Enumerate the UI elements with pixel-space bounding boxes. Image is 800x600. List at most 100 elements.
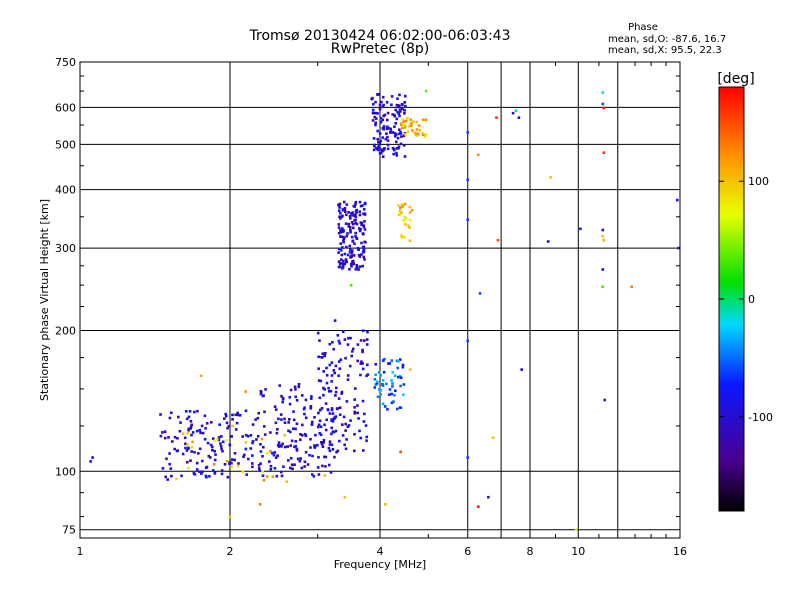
- data-point: [327, 446, 331, 450]
- data-point: [265, 475, 269, 478]
- data-point: [410, 128, 414, 132]
- data-point: [331, 430, 335, 433]
- data-point: [340, 253, 344, 257]
- data-point: [404, 119, 408, 123]
- data-point: [259, 443, 262, 446]
- data-point: [262, 478, 266, 482]
- data-point: [328, 412, 332, 415]
- y-tick-label: 750: [55, 56, 76, 69]
- data-point: [251, 454, 254, 457]
- data-point: [338, 367, 342, 370]
- data-point: [300, 434, 304, 437]
- data-point: [242, 455, 245, 458]
- data-point: [399, 130, 402, 134]
- data-point: [289, 430, 292, 434]
- data-point: [394, 108, 397, 112]
- data-point: [337, 260, 341, 263]
- data-point: [290, 463, 294, 467]
- data-point: [225, 439, 229, 442]
- data-point: [338, 202, 342, 206]
- data-point: [359, 228, 362, 231]
- data-point: [358, 200, 362, 204]
- data-point: [328, 443, 332, 446]
- data-point: [325, 418, 328, 422]
- data-point: [304, 450, 308, 454]
- data-point: [351, 211, 355, 214]
- data-point: [341, 330, 345, 333]
- data-point: [421, 118, 425, 122]
- data-point: [392, 400, 395, 403]
- data-point: [254, 418, 257, 421]
- data-point: [374, 123, 377, 127]
- data-point: [209, 456, 212, 459]
- colorbar-tick-label: 100: [748, 175, 769, 188]
- data-point: [244, 409, 248, 413]
- data-point: [289, 388, 293, 392]
- data-point: [228, 461, 232, 464]
- data-point: [326, 408, 330, 412]
- data-point: [395, 151, 398, 155]
- data-point: [398, 93, 401, 97]
- data-point: [205, 465, 209, 469]
- data-point: [324, 465, 327, 468]
- data-point: [386, 125, 389, 129]
- y-tick-label: 400: [55, 184, 76, 197]
- data-point: [511, 111, 515, 115]
- data-point: [356, 411, 359, 415]
- data-point: [339, 242, 342, 245]
- data-point: [355, 264, 359, 268]
- data-point: [322, 393, 325, 397]
- data-point: [398, 114, 401, 118]
- data-point: [398, 132, 401, 136]
- data-point: [395, 117, 399, 121]
- data-point: [323, 455, 326, 459]
- data-point: [181, 452, 185, 456]
- data-point: [353, 410, 356, 414]
- data-point: [201, 459, 204, 463]
- data-point: [313, 444, 316, 447]
- x-tick-label: 10: [571, 545, 585, 558]
- data-point: [294, 395, 297, 399]
- data-point: [200, 424, 204, 428]
- data-point: [303, 465, 306, 468]
- data-point: [287, 429, 290, 433]
- data-point: [213, 472, 217, 475]
- data-point: [275, 431, 279, 435]
- data-point: [409, 122, 413, 125]
- data-point: [359, 221, 363, 224]
- data-point: [345, 400, 349, 403]
- data-point: [374, 373, 377, 376]
- data-point: [346, 374, 350, 377]
- data-point: [301, 394, 304, 397]
- data-point: [421, 131, 424, 135]
- data-point: [298, 459, 302, 463]
- data-point: [276, 428, 279, 431]
- data-point: [360, 223, 363, 227]
- data-point: [379, 116, 383, 120]
- data-point: [224, 412, 227, 416]
- data-point: [338, 215, 341, 218]
- data-point: [330, 380, 333, 383]
- data-point: [362, 212, 365, 216]
- data-point: [277, 417, 280, 421]
- data-point: [327, 390, 331, 393]
- data-point: [394, 389, 397, 393]
- data-point: [308, 453, 311, 457]
- data-point: [334, 394, 337, 397]
- data-point: [179, 421, 182, 424]
- x-axis-label: Frequency [MHz]: [334, 558, 426, 571]
- data-point: [288, 396, 292, 399]
- data-point: [193, 451, 196, 454]
- data-point: [168, 462, 171, 466]
- data-point: [358, 255, 362, 258]
- data-point: [320, 442, 324, 446]
- data-point: [372, 148, 376, 152]
- chart-subtitle: RwPretec (8p): [331, 41, 429, 57]
- data-point: [601, 91, 605, 94]
- data-point: [375, 117, 378, 120]
- data-point: [403, 217, 407, 221]
- data-point: [288, 402, 292, 406]
- data-point: [353, 219, 356, 222]
- data-point: [187, 428, 190, 432]
